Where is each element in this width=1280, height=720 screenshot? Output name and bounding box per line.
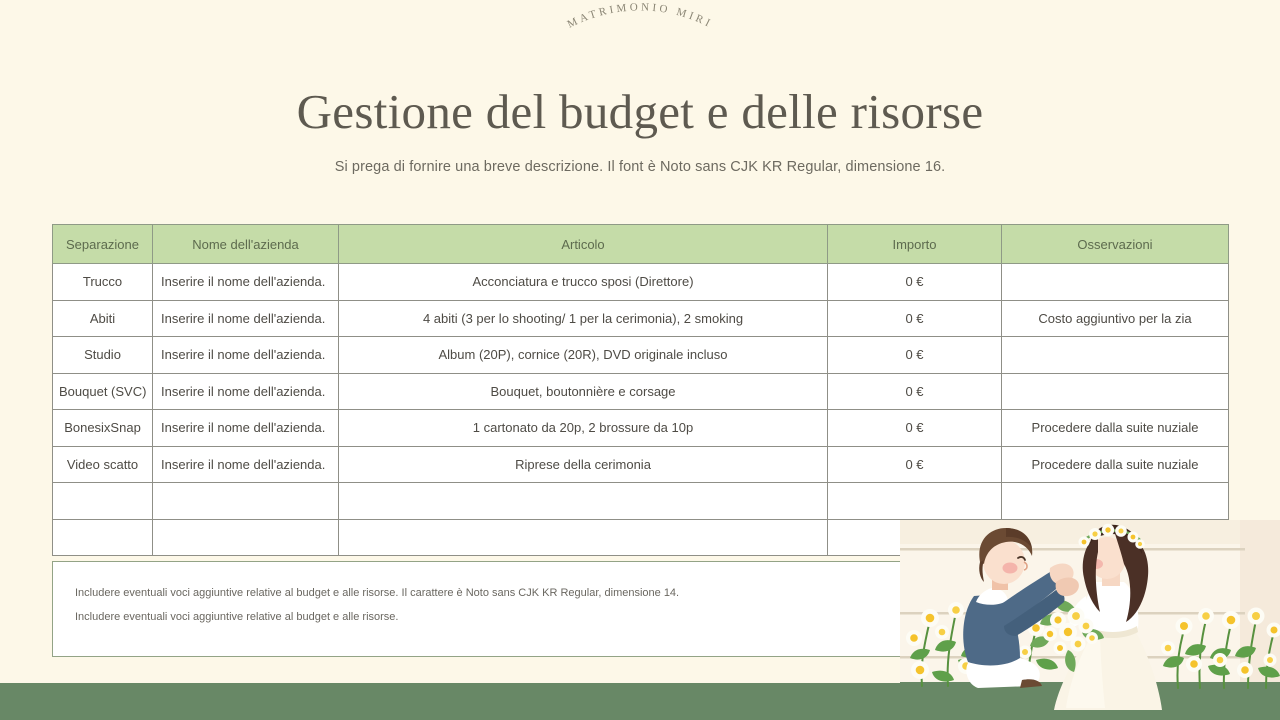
cell-osservazioni[interactable] [1001, 482, 1229, 520]
cell-osservazioni[interactable] [1001, 336, 1229, 374]
note-line-1: Includere eventuali voci aggiuntive rela… [75, 587, 680, 599]
cell-separazione[interactable]: Video scatto [52, 445, 153, 483]
cell-articolo[interactable]: Album (20P), cornice (20R), DVD original… [338, 336, 828, 374]
cell-azienda[interactable]: Inserire il nome dell'azienda. [152, 409, 339, 447]
cell-azienda[interactable]: Inserire il nome dell'azienda. [152, 263, 339, 301]
cell-importo[interactable] [827, 482, 1002, 520]
column-header-separazione[interactable]: Separazione [52, 224, 153, 264]
cell-azienda[interactable] [152, 482, 339, 520]
cell-importo[interactable]: 0 € [827, 445, 1002, 483]
column-header-azienda[interactable]: Nome dell'azienda [152, 224, 339, 264]
cell-articolo[interactable] [338, 518, 828, 556]
cell-separazione[interactable]: BonesixSnap [52, 409, 153, 447]
budget-table: Separazione Nome dell'azienda Articolo I… [52, 224, 1229, 556]
cell-articolo[interactable]: Acconciatura e trucco sposi (Direttore) [338, 263, 828, 301]
table-row[interactable]: BonesixSnap Inserire il nome dell'aziend… [52, 409, 1229, 447]
cell-azienda[interactable]: Inserire il nome dell'azienda. [152, 372, 339, 410]
note-line-2: Includere eventuali voci aggiuntive rela… [75, 611, 399, 623]
cell-importo[interactable]: 0 € [827, 409, 1002, 447]
column-header-osservazioni[interactable]: Osservazioni [1001, 224, 1229, 264]
page-title: Gestione del budget e delle risorse [296, 84, 984, 139]
table-row[interactable]: Trucco Inserire il nome dell'azienda. Ac… [52, 263, 1229, 301]
cell-azienda[interactable]: Inserire il nome dell'azienda. [152, 336, 339, 374]
cell-articolo[interactable]: 1 cartonato da 20p, 2 brossure da 10p [338, 409, 828, 447]
cell-separazione[interactable]: Trucco [52, 263, 153, 301]
cell-osservazioni[interactable] [1001, 263, 1229, 301]
cell-osservazioni[interactable] [1001, 372, 1229, 410]
cell-separazione[interactable]: Abiti [52, 299, 153, 337]
brand-label: MATRIMONIO MIRI [565, 1, 714, 30]
cell-separazione[interactable]: Studio [52, 336, 153, 374]
cell-importo[interactable]: 0 € [827, 336, 1002, 374]
table-row[interactable]: Abiti Inserire il nome dell'azienda. 4 a… [52, 299, 1229, 337]
table-row[interactable] [52, 482, 1229, 520]
cell-azienda[interactable]: Inserire il nome dell'azienda. [152, 445, 339, 483]
brand-mark: MATRIMONIO MIRI [0, 1, 1280, 78]
cell-importo[interactable]: 0 € [827, 299, 1002, 337]
table-row[interactable]: Studio Inserire il nome dell'azienda. Al… [52, 336, 1229, 374]
cell-osservazioni[interactable]: Procedere dalla suite nuziale [1001, 445, 1229, 483]
cell-osservazioni[interactable]: Procedere dalla suite nuziale [1001, 409, 1229, 447]
cell-importo[interactable]: 0 € [827, 263, 1002, 301]
column-header-importo[interactable]: Importo [827, 224, 1002, 264]
cell-separazione[interactable] [52, 518, 153, 556]
column-header-articolo[interactable]: Articolo [338, 224, 828, 264]
table-row[interactable]: Video scatto Inserire il nome dell'azien… [52, 445, 1229, 483]
bottom-green-band [0, 683, 1280, 720]
page-subtitle: Si prega di fornire una breve descrizion… [334, 159, 946, 175]
cell-separazione[interactable] [52, 482, 153, 520]
cell-articolo[interactable] [338, 482, 828, 520]
cell-importo[interactable] [827, 518, 1002, 556]
budget-table-wrapper: Separazione Nome dell'azienda Articolo I… [52, 224, 1229, 556]
cell-articolo[interactable]: 4 abiti (3 per lo shooting/ 1 per la cer… [338, 299, 828, 337]
table-row[interactable] [52, 518, 1229, 556]
cell-azienda[interactable] [152, 518, 339, 556]
cell-separazione[interactable]: Bouquet (SVC) [52, 372, 153, 410]
notes-box[interactable]: Includere eventuali voci aggiuntive rela… [52, 561, 1228, 657]
cell-articolo[interactable]: Bouquet, boutonnière e corsage [338, 372, 828, 410]
cell-osservazioni[interactable] [1001, 518, 1229, 556]
table-row[interactable]: Bouquet (SVC) Inserire il nome dell'azie… [52, 372, 1229, 410]
cell-articolo[interactable]: Riprese della cerimonia [338, 445, 828, 483]
budget-table-body: Trucco Inserire il nome dell'azienda. Ac… [52, 263, 1229, 556]
cell-osservazioni[interactable]: Costo aggiuntivo per la zia [1001, 299, 1229, 337]
cell-importo[interactable]: 0 € [827, 372, 1002, 410]
table-header-row: Separazione Nome dell'azienda Articolo I… [52, 224, 1229, 264]
cell-azienda[interactable]: Inserire il nome dell'azienda. [152, 299, 339, 337]
